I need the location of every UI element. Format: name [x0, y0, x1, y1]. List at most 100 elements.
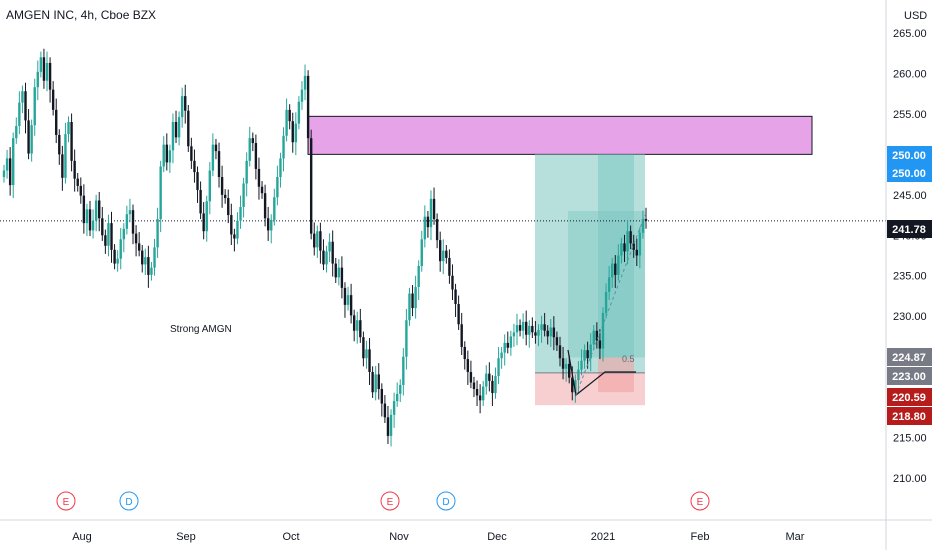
candle-body	[589, 344, 592, 359]
currency-label: USD	[904, 10, 927, 22]
candle-body	[389, 414, 393, 436]
candle-body	[448, 257, 451, 276]
candle-body	[598, 340, 602, 349]
candle-body	[141, 250, 144, 265]
candle-body	[442, 250, 445, 262]
candle-body	[12, 138, 15, 186]
y-tick-label: 245.00	[893, 190, 927, 202]
event-letter: D	[442, 497, 449, 508]
price-tag-label: 241.78	[892, 224, 926, 236]
candle-body	[451, 275, 454, 290]
candle-body	[475, 389, 479, 396]
candle-body	[297, 101, 301, 124]
candle-body	[159, 166, 162, 220]
candle-body	[359, 320, 362, 338]
candle-body	[171, 122, 175, 151]
y-tick-label: 215.00	[893, 433, 927, 445]
candle-body	[632, 243, 635, 250]
candle-body	[371, 372, 374, 393]
candle-body	[104, 235, 107, 246]
candle-body	[463, 346, 466, 360]
candle-body	[242, 183, 245, 207]
candle-body	[417, 266, 420, 288]
candle-body	[128, 210, 132, 215]
candle-body	[279, 158, 282, 178]
candle-body	[98, 200, 101, 219]
candle-body	[239, 206, 242, 221]
earnings-event-marker	[690, 491, 710, 511]
candle-body	[454, 289, 457, 305]
event-letter: E	[63, 497, 70, 508]
candle-body	[39, 57, 43, 72]
y-tick-label: 265.00	[893, 28, 927, 40]
candle-body	[629, 231, 632, 244]
candle-body	[187, 110, 190, 147]
candle-body	[85, 209, 89, 224]
candle-body	[528, 325, 531, 335]
candle-body	[472, 382, 476, 389]
candle-body	[306, 75, 310, 139]
candle-body	[426, 216, 430, 228]
candle-body	[205, 201, 208, 232]
dividend-event-marker	[436, 491, 456, 511]
candle-body	[543, 324, 546, 331]
candle-body	[432, 198, 436, 220]
candle-body	[199, 189, 202, 214]
candle-body	[180, 96, 184, 118]
candle-body	[64, 134, 67, 178]
x-tick-label: Dec	[487, 531, 507, 543]
candle-body	[402, 356, 405, 385]
candle-body	[380, 389, 384, 404]
trend-line	[575, 214, 646, 396]
candle-body	[552, 327, 556, 338]
candle-body	[288, 109, 291, 122]
candle-body	[42, 57, 46, 81]
candle-body	[101, 218, 104, 236]
candle-body	[24, 91, 27, 121]
candle-body	[294, 123, 298, 143]
price-tag	[887, 164, 932, 182]
candle-body	[61, 154, 64, 178]
price-tag	[887, 146, 932, 164]
y-tick-label: 260.00	[893, 68, 927, 80]
candle-body	[328, 241, 331, 252]
candle-body	[534, 332, 537, 336]
candle-body	[273, 197, 276, 220]
candle-body	[58, 134, 61, 155]
price-tag-label: 223.00	[892, 371, 926, 383]
candle-body	[230, 215, 233, 235]
candle-body	[392, 401, 396, 415]
x-tick-label: Mar	[786, 531, 805, 543]
candle-body	[405, 320, 408, 357]
candle-body	[137, 243, 141, 251]
candle-body	[263, 193, 267, 219]
candle-body	[134, 233, 138, 244]
candle-body	[614, 263, 617, 275]
candle-body	[303, 75, 307, 90]
y-tick-label: 230.00	[893, 311, 927, 323]
candle-body	[352, 315, 356, 331]
candle-body	[383, 403, 387, 418]
chart-title: AMGEN INC, 4h, Cboe BZX	[6, 8, 157, 22]
candle-body	[518, 325, 522, 331]
candle-body	[623, 243, 626, 252]
candle-body	[36, 71, 39, 88]
candle-body	[282, 135, 285, 159]
candle-body	[309, 138, 313, 234]
x-tick-label: Aug	[72, 531, 92, 543]
candle-body	[509, 336, 513, 348]
candle-body	[251, 138, 255, 144]
candle-body	[2, 170, 6, 178]
pattern-label: 0.5	[622, 354, 635, 364]
candle-body	[88, 209, 92, 231]
candle-body	[445, 250, 448, 258]
candle-body	[174, 122, 178, 138]
candle-body	[236, 220, 239, 239]
x-tick-label: Nov	[389, 531, 409, 543]
candle-body	[408, 293, 411, 321]
candle-body	[395, 393, 399, 402]
candle-body	[55, 109, 58, 135]
candle-body	[220, 177, 224, 195]
